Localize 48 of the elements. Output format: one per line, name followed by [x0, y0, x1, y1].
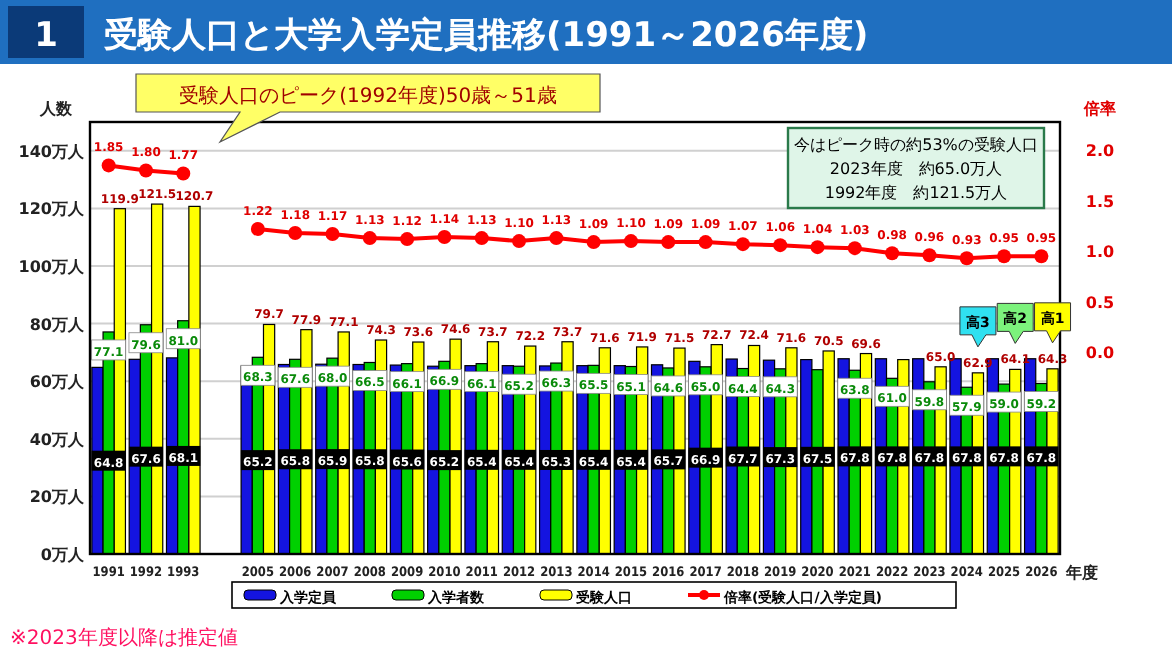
x-axis-title: 年度	[1064, 562, 1098, 582]
text: ※2023年度以降は推定値	[10, 626, 238, 650]
point	[885, 246, 900, 261]
point	[288, 226, 303, 241]
point	[400, 232, 415, 247]
point	[325, 227, 340, 242]
point	[176, 166, 191, 181]
y2-axis-title: 倍率	[1082, 98, 1116, 118]
y-tick-label: 100万人	[18, 258, 86, 276]
point	[661, 235, 676, 250]
annotation: 1992年度 約121.5万人	[824, 184, 1008, 202]
y-axis-title: 人数	[38, 100, 74, 118]
y2-tick-label: 2.0	[1085, 142, 1116, 161]
point	[549, 231, 564, 246]
callout-peak: 受験人口のピーク(1992年度)50歳～51歳	[135, 73, 601, 144]
point	[437, 230, 452, 245]
point	[586, 235, 601, 250]
point	[698, 235, 713, 250]
point	[959, 251, 974, 266]
point	[362, 231, 377, 246]
point	[922, 248, 937, 263]
y-tick-label: 40万人	[29, 430, 86, 449]
point	[512, 234, 527, 249]
y-tick-label: 120万人	[18, 200, 86, 219]
y2-tick-label: 1.5	[1085, 192, 1116, 211]
point	[773, 238, 788, 253]
point	[250, 221, 265, 236]
y2-tick-label: 0.0	[1085, 344, 1116, 363]
y-tick-label: 80万人	[29, 315, 86, 334]
y-tick-label: 20万人	[29, 488, 86, 507]
y-tick-label: 60万人	[29, 373, 86, 392]
annotation: 今はピーク時の約53%の受験人口	[794, 136, 1038, 154]
point	[997, 249, 1012, 264]
y2-tick-label: 1.0	[1085, 243, 1116, 262]
y-tick-label: 0万人	[40, 546, 86, 564]
point	[735, 237, 750, 252]
point	[101, 158, 116, 173]
point	[847, 241, 862, 256]
point	[474, 231, 489, 246]
point	[810, 240, 825, 255]
chart-title: 受験人口と大学入学定員推移(1991～2026年度)	[104, 16, 869, 56]
point	[138, 163, 153, 178]
point	[1034, 249, 1049, 264]
point	[623, 234, 638, 249]
y-tick-label: 140万人	[18, 142, 86, 161]
y2-tick-label: 0.5	[1085, 293, 1116, 312]
annotation: 2023年度 約65.0万人	[829, 160, 1003, 178]
text: 1	[34, 16, 58, 56]
